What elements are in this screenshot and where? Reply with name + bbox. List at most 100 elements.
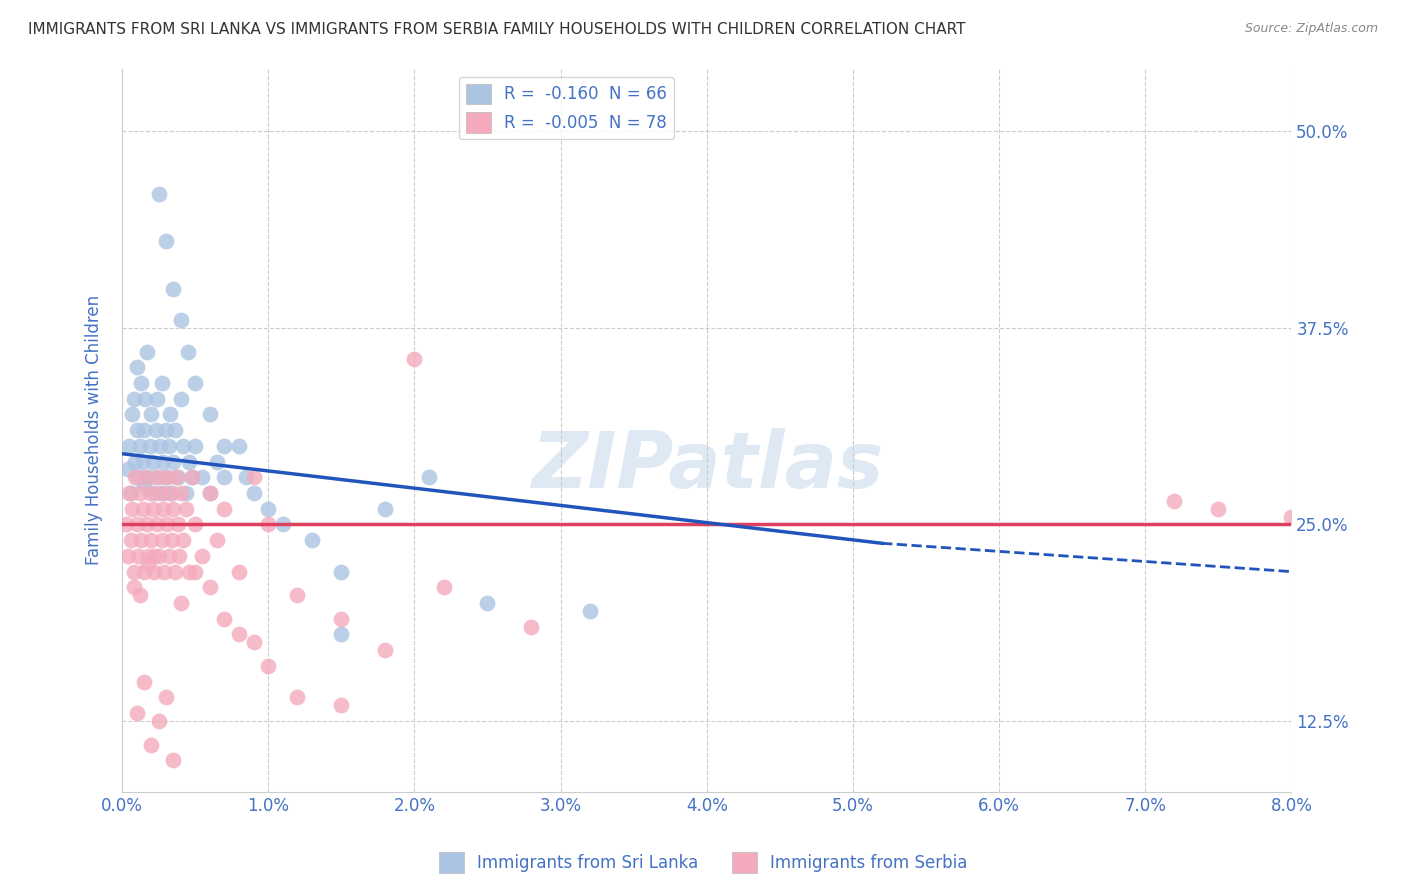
- Point: [198, 580, 221, 594]
- Point: [138, 470, 160, 484]
- Point: [330, 612, 353, 626]
- Point: [129, 533, 152, 548]
- Point: [131, 501, 153, 516]
- Point: [142, 501, 165, 516]
- Point: [169, 392, 191, 406]
- Text: IMMIGRANTS FROM SRI LANKA VS IMMIGRANTS FROM SERBIA FAMILY HOUSEHOLDS WITH CHILD: IMMIGRANTS FROM SRI LANKA VS IMMIGRANTS …: [28, 22, 966, 37]
- Text: Source: ZipAtlas.com: Source: ZipAtlas.com: [1244, 22, 1378, 36]
- Point: [578, 604, 600, 618]
- Point: [163, 565, 186, 579]
- Point: [145, 423, 167, 437]
- Point: [148, 549, 170, 563]
- Point: [115, 517, 138, 532]
- Point: [132, 565, 155, 579]
- Point: [242, 470, 264, 484]
- Point: [235, 470, 257, 484]
- Point: [143, 486, 166, 500]
- Point: [184, 517, 207, 532]
- Point: [301, 533, 323, 548]
- Point: [141, 738, 163, 752]
- Point: [145, 470, 167, 484]
- Point: [330, 627, 353, 641]
- Point: [148, 714, 170, 728]
- Legend: Immigrants from Sri Lanka, Immigrants from Serbia: Immigrants from Sri Lanka, Immigrants fr…: [432, 846, 974, 880]
- Point: [155, 423, 177, 437]
- Point: [117, 549, 139, 563]
- Point: [148, 187, 170, 202]
- Point: [143, 565, 166, 579]
- Point: [198, 408, 221, 422]
- Point: [135, 517, 157, 532]
- Point: [149, 439, 172, 453]
- Point: [159, 486, 181, 500]
- Point: [1163, 493, 1185, 508]
- Point: [191, 549, 214, 563]
- Point: [179, 454, 201, 468]
- Point: [134, 392, 156, 406]
- Point: [131, 454, 153, 468]
- Point: [135, 344, 157, 359]
- Point: [242, 486, 264, 500]
- Point: [374, 643, 396, 657]
- Point: [166, 470, 188, 484]
- Point: [184, 565, 207, 579]
- Legend: R =  -0.160  N = 66, R =  -0.005  N = 78: R = -0.160 N = 66, R = -0.005 N = 78: [460, 77, 673, 139]
- Text: ZIPatlas: ZIPatlas: [530, 428, 883, 504]
- Point: [228, 439, 250, 453]
- Point: [146, 517, 169, 532]
- Point: [157, 439, 180, 453]
- Point: [134, 470, 156, 484]
- Point: [122, 580, 145, 594]
- Point: [155, 235, 177, 249]
- Point: [139, 486, 162, 500]
- Point: [404, 352, 426, 367]
- Point: [418, 470, 440, 484]
- Point: [129, 376, 152, 390]
- Point: [125, 423, 148, 437]
- Point: [242, 635, 264, 649]
- Point: [228, 627, 250, 641]
- Point: [138, 549, 160, 563]
- Point: [138, 557, 160, 571]
- Point: [149, 486, 172, 500]
- Point: [125, 517, 148, 532]
- Point: [122, 392, 145, 406]
- Point: [330, 565, 353, 579]
- Point: [165, 470, 187, 484]
- Point: [162, 282, 184, 296]
- Point: [125, 706, 148, 720]
- Point: [166, 517, 188, 532]
- Point: [121, 408, 143, 422]
- Point: [160, 533, 183, 548]
- Point: [157, 549, 180, 563]
- Point: [162, 501, 184, 516]
- Point: [214, 470, 236, 484]
- Point: [172, 439, 194, 453]
- Point: [128, 439, 150, 453]
- Point: [128, 486, 150, 500]
- Point: [124, 470, 146, 484]
- Point: [214, 612, 236, 626]
- Point: [184, 439, 207, 453]
- Point: [125, 360, 148, 375]
- Point: [176, 486, 198, 500]
- Point: [1279, 509, 1302, 524]
- Point: [287, 690, 309, 705]
- Point: [153, 486, 176, 500]
- Point: [127, 549, 149, 563]
- Point: [120, 533, 142, 548]
- Point: [155, 470, 177, 484]
- Point: [143, 549, 166, 563]
- Point: [148, 470, 170, 484]
- Point: [520, 619, 543, 633]
- Point: [205, 454, 228, 468]
- Point: [163, 423, 186, 437]
- Point: [257, 659, 280, 673]
- Point: [120, 486, 142, 500]
- Point: [153, 565, 176, 579]
- Point: [172, 533, 194, 548]
- Point: [118, 486, 141, 500]
- Point: [169, 596, 191, 610]
- Point: [121, 501, 143, 516]
- Point: [159, 408, 181, 422]
